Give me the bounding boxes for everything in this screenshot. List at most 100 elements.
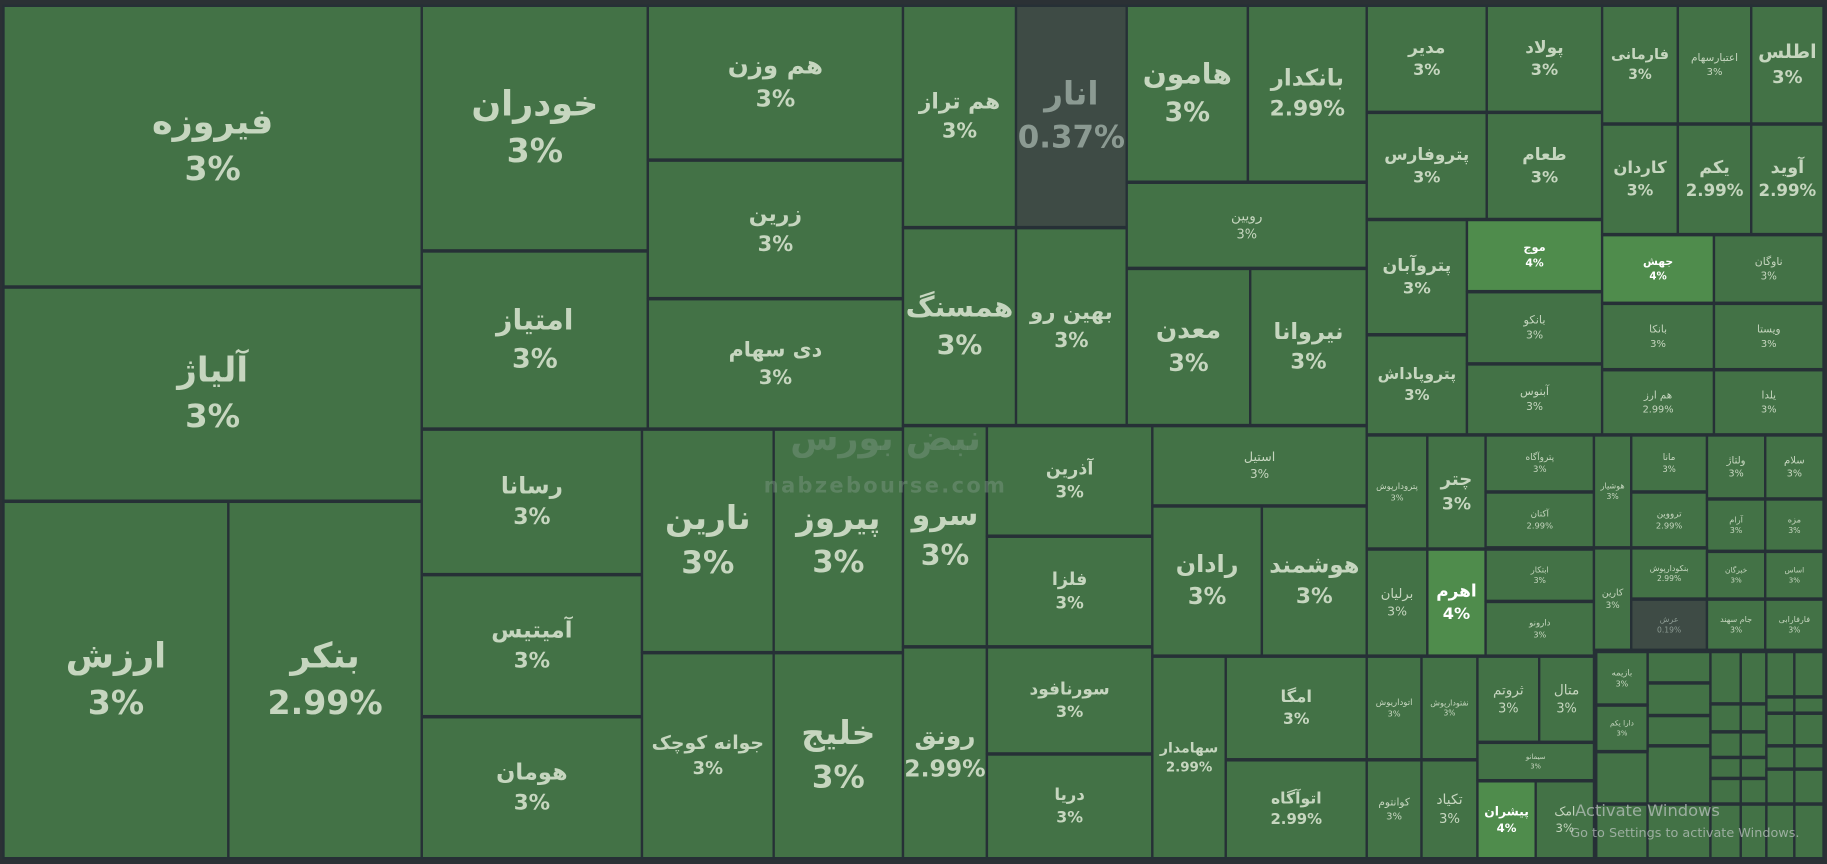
small-tile [1765, 768, 1796, 805]
small-tile [1793, 803, 1825, 860]
small-tile [1595, 751, 1649, 805]
tile-change: 2.99% [1166, 760, 1212, 775]
tile-name: خبرگان [1725, 565, 1748, 574]
tile-change: 3% [921, 539, 969, 572]
tile-change: 3% [1556, 821, 1575, 835]
tile-change: 3% [514, 791, 550, 816]
tile [1712, 302, 1825, 371]
tile-change: 3% [1772, 67, 1802, 88]
tile [420, 250, 650, 430]
small-tile [1646, 714, 1712, 747]
tile [1600, 123, 1680, 236]
tile-name: یلدا [1761, 390, 1776, 402]
tile [646, 298, 905, 430]
tile-change: 3% [942, 119, 977, 143]
tile-change: 3% [1296, 584, 1333, 609]
tile-change: 2.99% [904, 755, 985, 783]
activation-text: Go to Settings to activate Windows. [1570, 826, 1799, 841]
tile-change: 3% [1628, 67, 1652, 83]
tile-change: 2.99% [1270, 97, 1346, 122]
tile-change: 3% [1056, 483, 1085, 502]
tile-change: 3% [1730, 625, 1742, 634]
tile-change: 0.37% [1018, 120, 1125, 156]
tile [1125, 267, 1252, 427]
tile [1764, 550, 1825, 600]
tile-name: آرام [1729, 514, 1743, 524]
small-tile [1709, 731, 1742, 759]
tile-name: رسانا [501, 473, 563, 499]
tile-change: 2.99% [1686, 181, 1744, 200]
small-tile [1709, 703, 1742, 733]
tile [2, 286, 423, 502]
tile-change: 3% [681, 545, 734, 581]
small-tile [1765, 696, 1796, 714]
tile-change: 3% [1236, 227, 1256, 242]
watermark-brand: نبض بورس [790, 419, 981, 459]
tile-change: 3% [1787, 468, 1802, 479]
tile-name: سهامدار [1159, 740, 1218, 756]
tile-change: 3% [756, 84, 796, 112]
tile-change: 3% [507, 131, 563, 170]
tile-name: اعتبارسهام [1691, 52, 1738, 64]
tile-name: انار [1042, 74, 1098, 112]
tile-change: 3% [1498, 701, 1518, 716]
tile-name: جام سهند [1720, 615, 1752, 624]
tile-change: 3% [1443, 709, 1455, 718]
tile-change: 3% [1530, 762, 1541, 770]
tile-name: پتروآگاه [1525, 451, 1554, 463]
small-tile [1793, 745, 1825, 770]
tile-name: اطلس [1758, 42, 1816, 63]
tile [640, 428, 775, 654]
small-tile [1793, 696, 1825, 714]
tile-change: 3% [1056, 593, 1085, 612]
tile-name: هومان [496, 760, 567, 786]
tile [420, 716, 644, 860]
tile [1595, 704, 1649, 753]
tile-name: پتروپاداش [1378, 364, 1456, 384]
tile-name: کارین [1602, 588, 1624, 599]
tile-change: 3% [1439, 812, 1460, 827]
tile [1365, 111, 1488, 221]
tile [2, 500, 230, 860]
small-tile [1709, 777, 1742, 805]
tile-name: کاردان [1613, 158, 1667, 177]
tile-change: 3% [1607, 492, 1619, 501]
tile-change: 3% [693, 758, 723, 779]
tile-name: موج [1523, 240, 1545, 255]
tile [1125, 181, 1368, 269]
small-tile [1739, 756, 1768, 779]
tile-name: ثروتم [1493, 682, 1524, 698]
tile-change: 3% [184, 149, 240, 188]
small-tile [1765, 650, 1796, 698]
tile-change: 3% [758, 232, 794, 256]
tile [1630, 598, 1709, 651]
tile-name: عرش [1660, 615, 1679, 624]
tile [772, 428, 905, 654]
tile [1014, 227, 1128, 427]
small-tile [1595, 803, 1649, 860]
tile-change: 2.99% [1527, 521, 1554, 531]
tile-change: 3% [512, 343, 558, 374]
tile-name: بنکودارپوش [1650, 564, 1689, 573]
tile-change: 3% [1526, 329, 1543, 342]
tile [1151, 505, 1264, 657]
tile-change: 3% [1404, 386, 1429, 404]
tile-change: 3% [1730, 526, 1742, 535]
tile-name: بازیمه [1612, 667, 1633, 677]
small-tile [1646, 650, 1712, 684]
tile [1764, 434, 1825, 500]
tile-name: آکتان [1531, 508, 1550, 520]
tile [1750, 4, 1825, 125]
tile-change: 3% [1729, 468, 1744, 479]
tile-change: 3% [1403, 279, 1431, 298]
tile [640, 652, 775, 860]
tile-name: پیروز [794, 499, 880, 537]
tile [1125, 4, 1250, 183]
tile [1630, 547, 1709, 600]
tile [1365, 548, 1429, 657]
tile [1485, 111, 1604, 221]
tile-name: استیل [1244, 449, 1275, 464]
tile [420, 574, 644, 718]
tile-change: 3% [1531, 60, 1558, 79]
